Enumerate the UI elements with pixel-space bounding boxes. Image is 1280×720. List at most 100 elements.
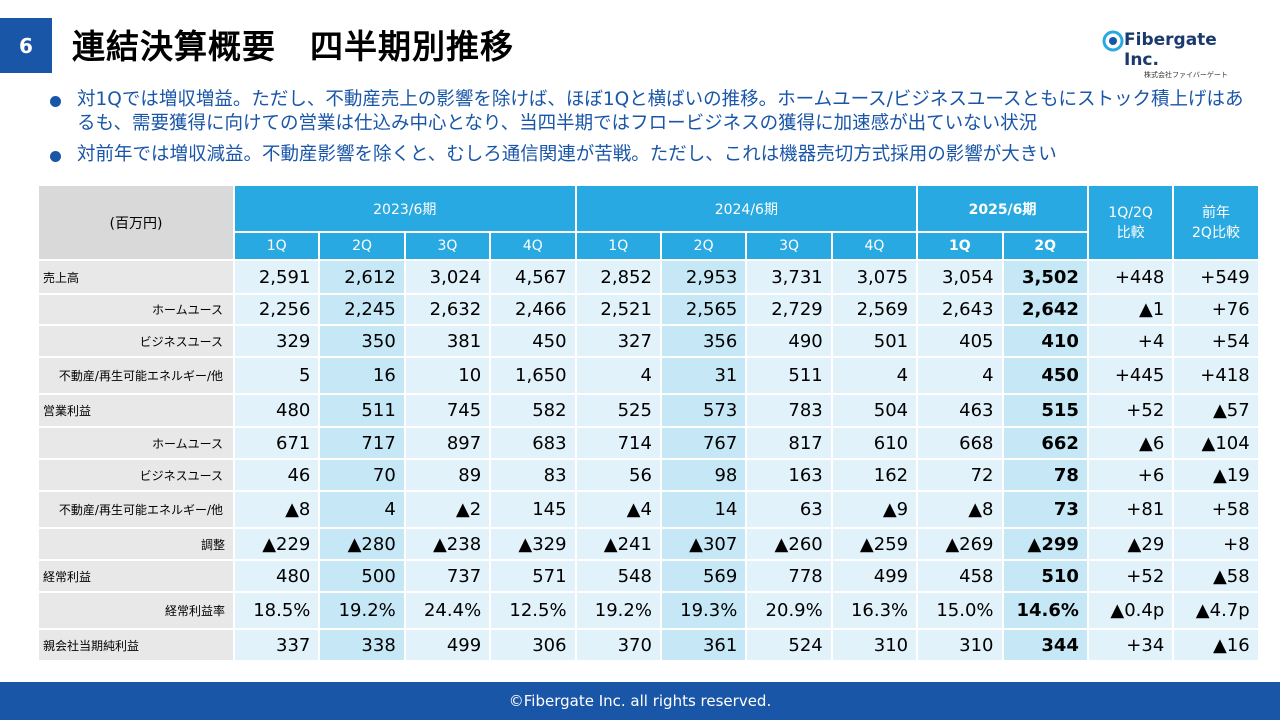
table-row: ホームユース 2,256 2,245 2,632 2,466 2,521 2,565 2,72…: [37, 293, 1260, 326]
table-cell: 778: [745, 559, 833, 593]
table-cell: 450: [489, 324, 577, 358]
table-cell: 310: [916, 628, 1004, 662]
row-label: 売上高: [37, 259, 235, 295]
table-cell: 89: [403, 458, 492, 492]
title: 連結決算概要 四半期別推移: [72, 27, 514, 66]
table-cell: 31: [659, 356, 748, 395]
table-cell: 582: [489, 393, 577, 428]
table-cell: 410: [1001, 324, 1089, 358]
row-label: ビジネスユース: [37, 458, 235, 492]
compare-header: 1Q/2Q 比較: [1086, 184, 1175, 261]
compare-header: 前年 2Q比較: [1172, 184, 1260, 261]
table-cell: 327: [574, 324, 662, 358]
table-cell: ▲229: [232, 527, 321, 561]
table-cell: +6: [1086, 458, 1175, 492]
table-cell: 63: [745, 490, 833, 529]
table-cell: 2,953: [659, 259, 748, 295]
table-cell: 450: [1001, 356, 1089, 395]
table-cell: ▲19: [1172, 458, 1260, 492]
table-cell: 504: [830, 393, 919, 428]
table-cell: ▲4: [574, 490, 662, 529]
table-row: 不動産/再生可能エネルギー/他 5 16 10 1,650 4 31 511 4 4 450 +445…: [37, 356, 1260, 395]
quarter-header: 2Q: [659, 231, 748, 261]
table-cell: 683: [489, 426, 577, 460]
table-cell: 737: [403, 559, 492, 593]
table-cell: 70: [318, 458, 406, 492]
table-cell: +52: [1086, 393, 1175, 428]
table-cell: ▲238: [403, 527, 492, 561]
unit-header: (百万円): [37, 184, 235, 261]
table-cell: 4: [574, 356, 662, 395]
period-header: 2023/6期: [233, 184, 577, 233]
table-cell: 16.3%: [830, 591, 919, 630]
table-cell: ▲8: [232, 490, 321, 529]
table-cell: 2,245: [318, 293, 406, 326]
table-cell: 571: [489, 559, 577, 593]
table-row: (百万円) 2023/6期 2024/6期 2025/6期 1Q/2Q 比較 前年 2Q比…: [37, 184, 1260, 261]
row-label: ホームユース: [37, 293, 235, 326]
table-cell: 671: [232, 426, 321, 460]
table-cell: 350: [318, 324, 406, 358]
table-cell: 511: [318, 393, 406, 428]
table-cell: 2,591: [232, 259, 321, 295]
row-label: 営業利益: [37, 393, 235, 428]
table-cell: 2,569: [830, 293, 919, 326]
table-cell: 73: [1001, 490, 1089, 529]
table-cell: +54: [1172, 324, 1260, 358]
table-cell: +34: [1086, 628, 1175, 662]
table-row: 営業利益 480 511 745 582 525 573 783 504 463 515 +52 ▲57: [37, 393, 1260, 428]
table-cell: 19.2%: [318, 591, 406, 630]
table-cell: 525: [574, 393, 662, 428]
table-cell: 306: [489, 628, 577, 662]
table-cell: ▲329: [489, 527, 577, 561]
table-cell: +76: [1172, 293, 1260, 326]
table-cell: 5: [232, 356, 321, 395]
quarter-header: 3Q: [403, 231, 492, 261]
table-cell: 19.3%: [659, 591, 748, 630]
table-row: 経常利益率 18.5% 19.2% 24.4% 12.5% 19.2% 19.3% 20.9%…: [37, 591, 1260, 630]
table-cell: +81: [1086, 490, 1175, 529]
table-row: 経常利益 480 500 737 571 548 569 778 499 458 510 +52 ▲58: [37, 559, 1260, 593]
table-cell: 2,632: [403, 293, 492, 326]
table-cell: ▲29: [1086, 527, 1175, 561]
table-cell: 344: [1001, 628, 1089, 662]
table-cell: 145: [489, 490, 577, 529]
table-cell: ▲259: [830, 527, 919, 561]
row-label: ビジネスユース: [37, 324, 235, 358]
table-cell: ▲307: [659, 527, 748, 561]
table-cell: 310: [830, 628, 919, 662]
table-cell: 463: [916, 393, 1004, 428]
table-cell: 2,256: [232, 293, 321, 326]
logo: Fibergate Inc. 株式会社ファイバーゲート: [1102, 30, 1252, 80]
footer: ©Fibergate Inc. all rights reserved.: [0, 682, 1280, 720]
table-cell: 3,502: [1001, 259, 1089, 295]
row-label: 不動産/再生可能エネルギー/他: [37, 356, 235, 395]
table-cell: 163: [745, 458, 833, 492]
table-cell: ▲16: [1172, 628, 1260, 662]
table-cell: 499: [403, 628, 492, 662]
quarter-header: 2Q: [318, 231, 406, 261]
quarter-header: 4Q: [830, 231, 919, 261]
table-cell: 2,565: [659, 293, 748, 326]
table-cell: 14: [659, 490, 748, 529]
table-cell: 490: [745, 324, 833, 358]
table-cell: 16: [318, 356, 406, 395]
quarter-header: 2Q: [1001, 231, 1089, 261]
table-cell: 2,466: [489, 293, 577, 326]
table-cell: 668: [916, 426, 1004, 460]
table-cell: 524: [745, 628, 833, 662]
table-cell: 72: [916, 458, 1004, 492]
table-cell: +8: [1172, 527, 1260, 561]
table-cell: +445: [1086, 356, 1175, 395]
table-cell: 548: [574, 559, 662, 593]
table-row: ビジネスユース 329 350 381 450 327 356 490 501 405 410 +4 +…: [37, 324, 1260, 358]
page-number: 6: [0, 18, 52, 73]
quarter-header: 1Q: [574, 231, 662, 261]
table-cell: ▲0.4p: [1086, 591, 1175, 630]
table-cell: 405: [916, 324, 1004, 358]
table-cell: 329: [232, 324, 321, 358]
table-cell: +448: [1086, 259, 1175, 295]
table-cell: 480: [232, 393, 321, 428]
table-cell: ▲2: [403, 490, 492, 529]
table-cell: ▲104: [1172, 426, 1260, 460]
